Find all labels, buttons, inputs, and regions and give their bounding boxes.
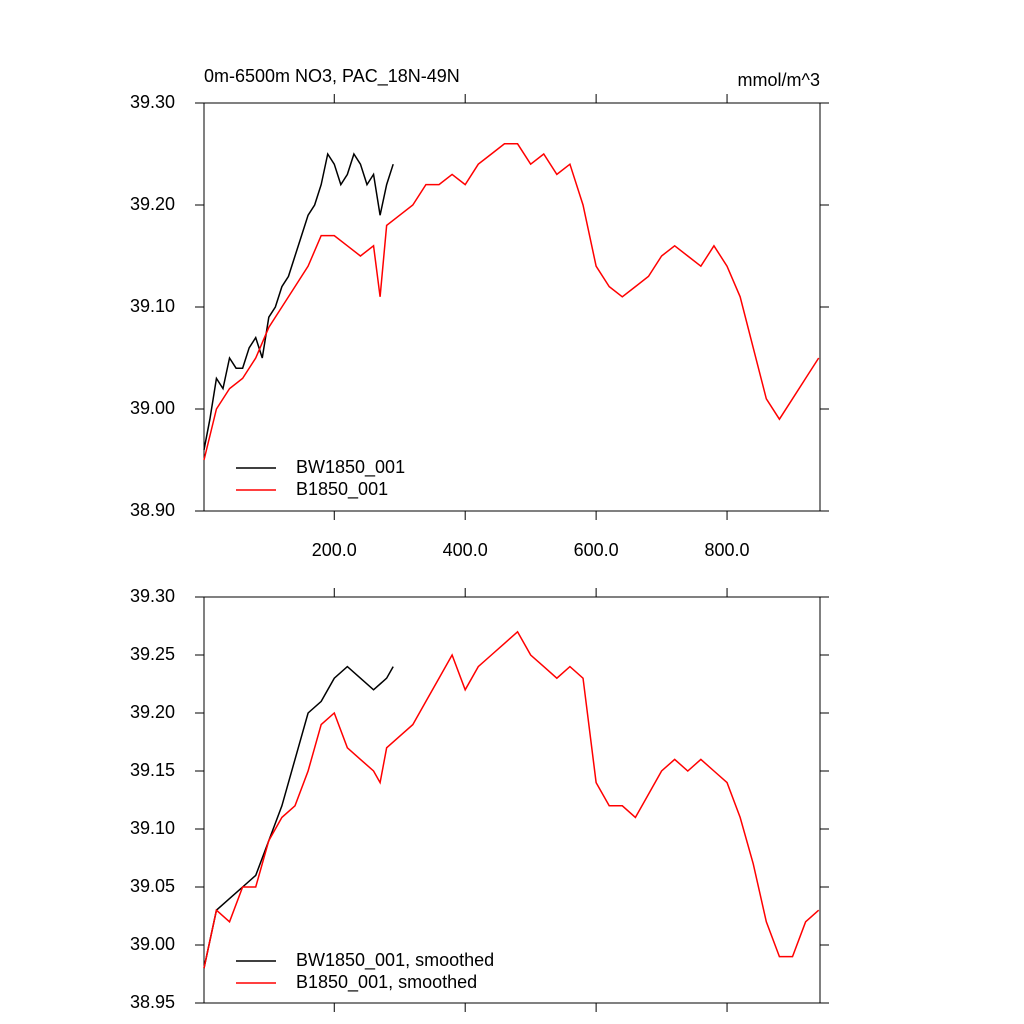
- x-tick-label: 600.0: [574, 540, 619, 560]
- y-tick-label: 39.10: [130, 818, 175, 838]
- legend-label: B1850_001, smoothed: [296, 972, 477, 993]
- y-tick-label: 38.95: [130, 992, 175, 1012]
- y-tick-label: 39.25: [130, 644, 175, 664]
- data-line: [203, 665, 394, 969]
- legend-label: BW1850_001: [296, 457, 405, 478]
- legend-label: BW1850_001, smoothed: [296, 950, 494, 971]
- data-line: [203, 630, 820, 969]
- y-tick-label: 39.20: [130, 194, 175, 214]
- y-tick-label: 39.30: [130, 92, 175, 112]
- y-tick-label: 39.10: [130, 296, 175, 316]
- x-tick-label: 400.0: [443, 540, 488, 560]
- chart-title: 0m-6500m NO3, PAC_18N-49N: [204, 66, 460, 87]
- plot-frame: [203, 102, 821, 512]
- x-tick-label: 200.0: [312, 540, 357, 560]
- data-line: [203, 143, 820, 461]
- y-tick-label: 39.15: [130, 760, 175, 780]
- plot-frame: [203, 596, 821, 1004]
- y-tick-label: 39.00: [130, 398, 175, 418]
- units-label: mmol/m^3: [738, 70, 820, 90]
- x-tick-label: 800.0: [705, 540, 750, 560]
- y-tick-label: 38.90: [130, 500, 175, 520]
- y-tick-label: 39.05: [130, 876, 175, 896]
- data-line: [203, 152, 394, 450]
- legend-label: B1850_001: [296, 479, 388, 500]
- y-tick-label: 39.30: [130, 586, 175, 606]
- y-tick-label: 39.20: [130, 702, 175, 722]
- y-tick-label: 39.00: [130, 934, 175, 954]
